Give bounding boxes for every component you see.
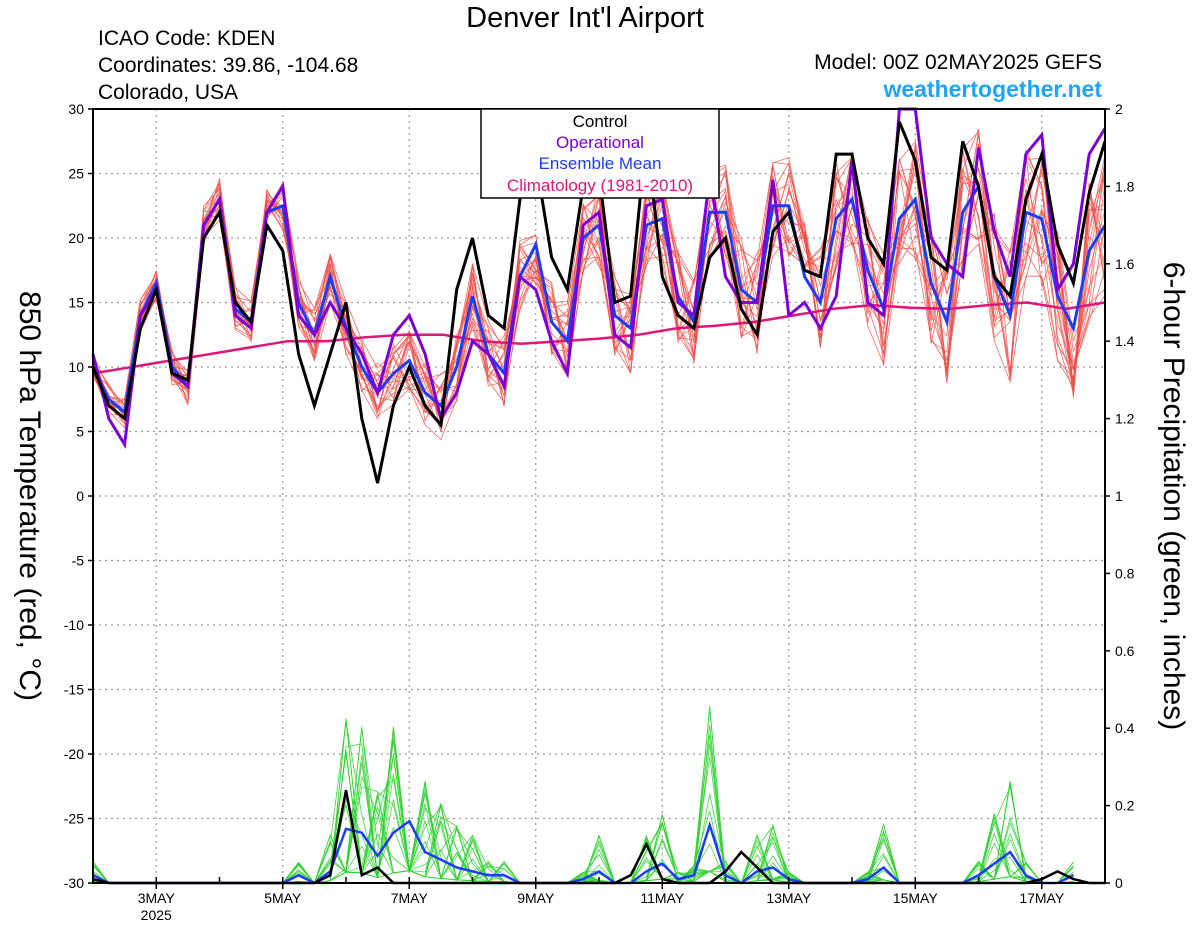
icao-code: ICAO Code: KDEN [98, 27, 276, 50]
x-tick-label: 7MAY [391, 890, 429, 906]
precip-member-line [92, 734, 1074, 884]
x-tick-label: 3MAY [138, 890, 176, 906]
x-tick-label: 9MAY [517, 890, 555, 906]
x-tick-label: 5MAY [264, 890, 302, 906]
y-tick-label: 20 [68, 230, 84, 246]
legend-ensemble-mean: Ensemble Mean [539, 154, 662, 173]
y-tick-label: 25 [68, 166, 84, 182]
legend-operational: Operational [556, 133, 644, 152]
climatology-line [92, 301, 1106, 375]
region: Colorado, USA [98, 81, 239, 104]
x-tick-label: 15MAY [893, 890, 939, 906]
x-tick-label: 17MAY [1019, 890, 1065, 906]
y-tick-label: 30 [68, 101, 84, 117]
y-tick-label: -30 [64, 875, 84, 891]
y2-tick-label: 1 [1115, 488, 1123, 504]
precip-member-line [92, 782, 1074, 884]
y-tick-label: 15 [68, 295, 84, 311]
y-axis-title: 850 hPa Temperature (red, °C) [13, 291, 46, 701]
precip-member-line [92, 708, 1074, 884]
y-tick-label: 5 [76, 424, 84, 440]
y2-tick-label: 1.4 [1115, 333, 1135, 349]
precip-member-line [92, 738, 1074, 884]
precip-members [92, 705, 1074, 884]
precip-member-line [92, 719, 1074, 884]
precip-member-line [92, 775, 1074, 884]
axes: 302520151050-5-10-15-20-25-3021.81.61.41… [64, 101, 1135, 923]
y-tick-label: -20 [64, 746, 84, 762]
y-tick-label: -25 [64, 811, 84, 827]
legend-climatology: Climatology (1981-2010) [507, 176, 693, 195]
precip-member-line [92, 730, 1074, 884]
legend-box [480, 108, 720, 199]
model-run: Model: 00Z 02MAY2025 GEFS [814, 51, 1102, 74]
precip-member-line [92, 721, 1074, 884]
precip-member-line [92, 741, 1074, 884]
precip-member-line [92, 724, 1074, 884]
x-tick-sublabel: 2025 [141, 907, 172, 923]
y-tick-label: -5 [72, 553, 85, 569]
precip-member-line [92, 762, 1074, 884]
y2-tick-label: 1.6 [1115, 256, 1135, 272]
site-credit: weathertogether.net [883, 76, 1102, 102]
precip-member-line [92, 756, 1074, 884]
y2-tick-label: 0 [1115, 875, 1123, 891]
precip-member-line [92, 757, 1074, 884]
precip-member-line [92, 799, 1074, 884]
y-tick-label: -10 [64, 617, 84, 633]
chart-title: Denver Int'l Airport [466, 2, 704, 34]
y2-tick-label: 2 [1115, 101, 1123, 117]
y2-tick-label: 1.8 [1115, 178, 1135, 194]
y-tick-label: 0 [76, 488, 84, 504]
legend: Control Operational Ensemble Mean Climat… [480, 108, 720, 199]
precip-member-line [92, 705, 1074, 884]
y-tick-label: 10 [68, 359, 84, 375]
y2-axis-title: 6-hour Precipitation (green, inches) [1157, 262, 1190, 731]
precip-member-line [92, 729, 1074, 884]
precip-member-line [92, 718, 1074, 884]
x-tick-label: 13MAY [766, 890, 812, 906]
y2-tick-label: 0.8 [1115, 565, 1135, 581]
x-tick-label: 11MAY [640, 890, 684, 906]
y2-tick-label: 1.2 [1115, 411, 1135, 427]
y2-tick-label: 0.4 [1115, 720, 1135, 736]
y-tick-label: -15 [64, 682, 84, 698]
coordinates: Coordinates: 39.86, -104.68 [98, 54, 359, 77]
precip-member-line [92, 785, 1074, 884]
y2-tick-label: 0.2 [1115, 798, 1135, 814]
y2-tick-label: 0.6 [1115, 643, 1135, 659]
precip-member-line [92, 780, 1074, 884]
legend-control: Control [573, 112, 628, 131]
precip-member-line [92, 729, 1074, 884]
